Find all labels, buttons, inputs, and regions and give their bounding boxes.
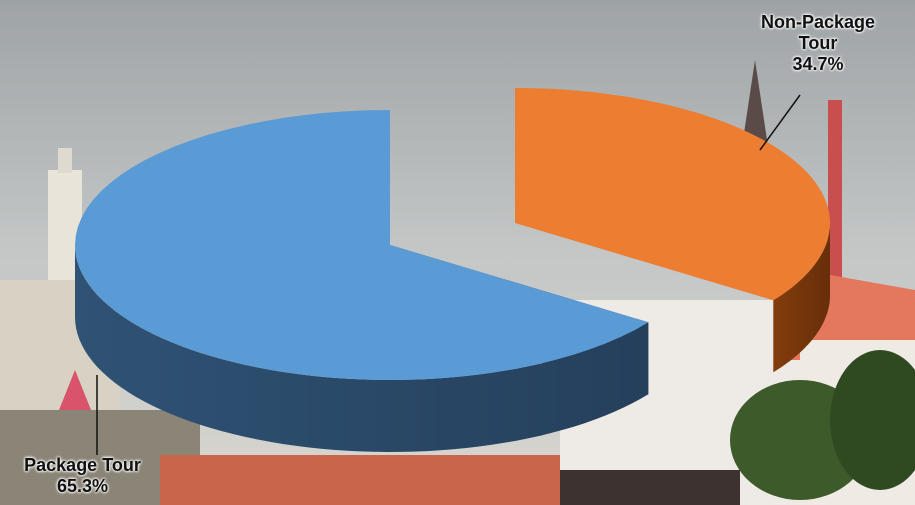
value-label: 34.7%	[748, 54, 888, 75]
page: Package Tour65.3% Non-Package Tour34.7%	[0, 0, 915, 505]
category-name: Non-Package Tour	[748, 12, 888, 54]
value-label: 65.3%	[0, 476, 165, 497]
category-name: Package Tour	[0, 455, 165, 476]
chart	[0, 0, 915, 505]
